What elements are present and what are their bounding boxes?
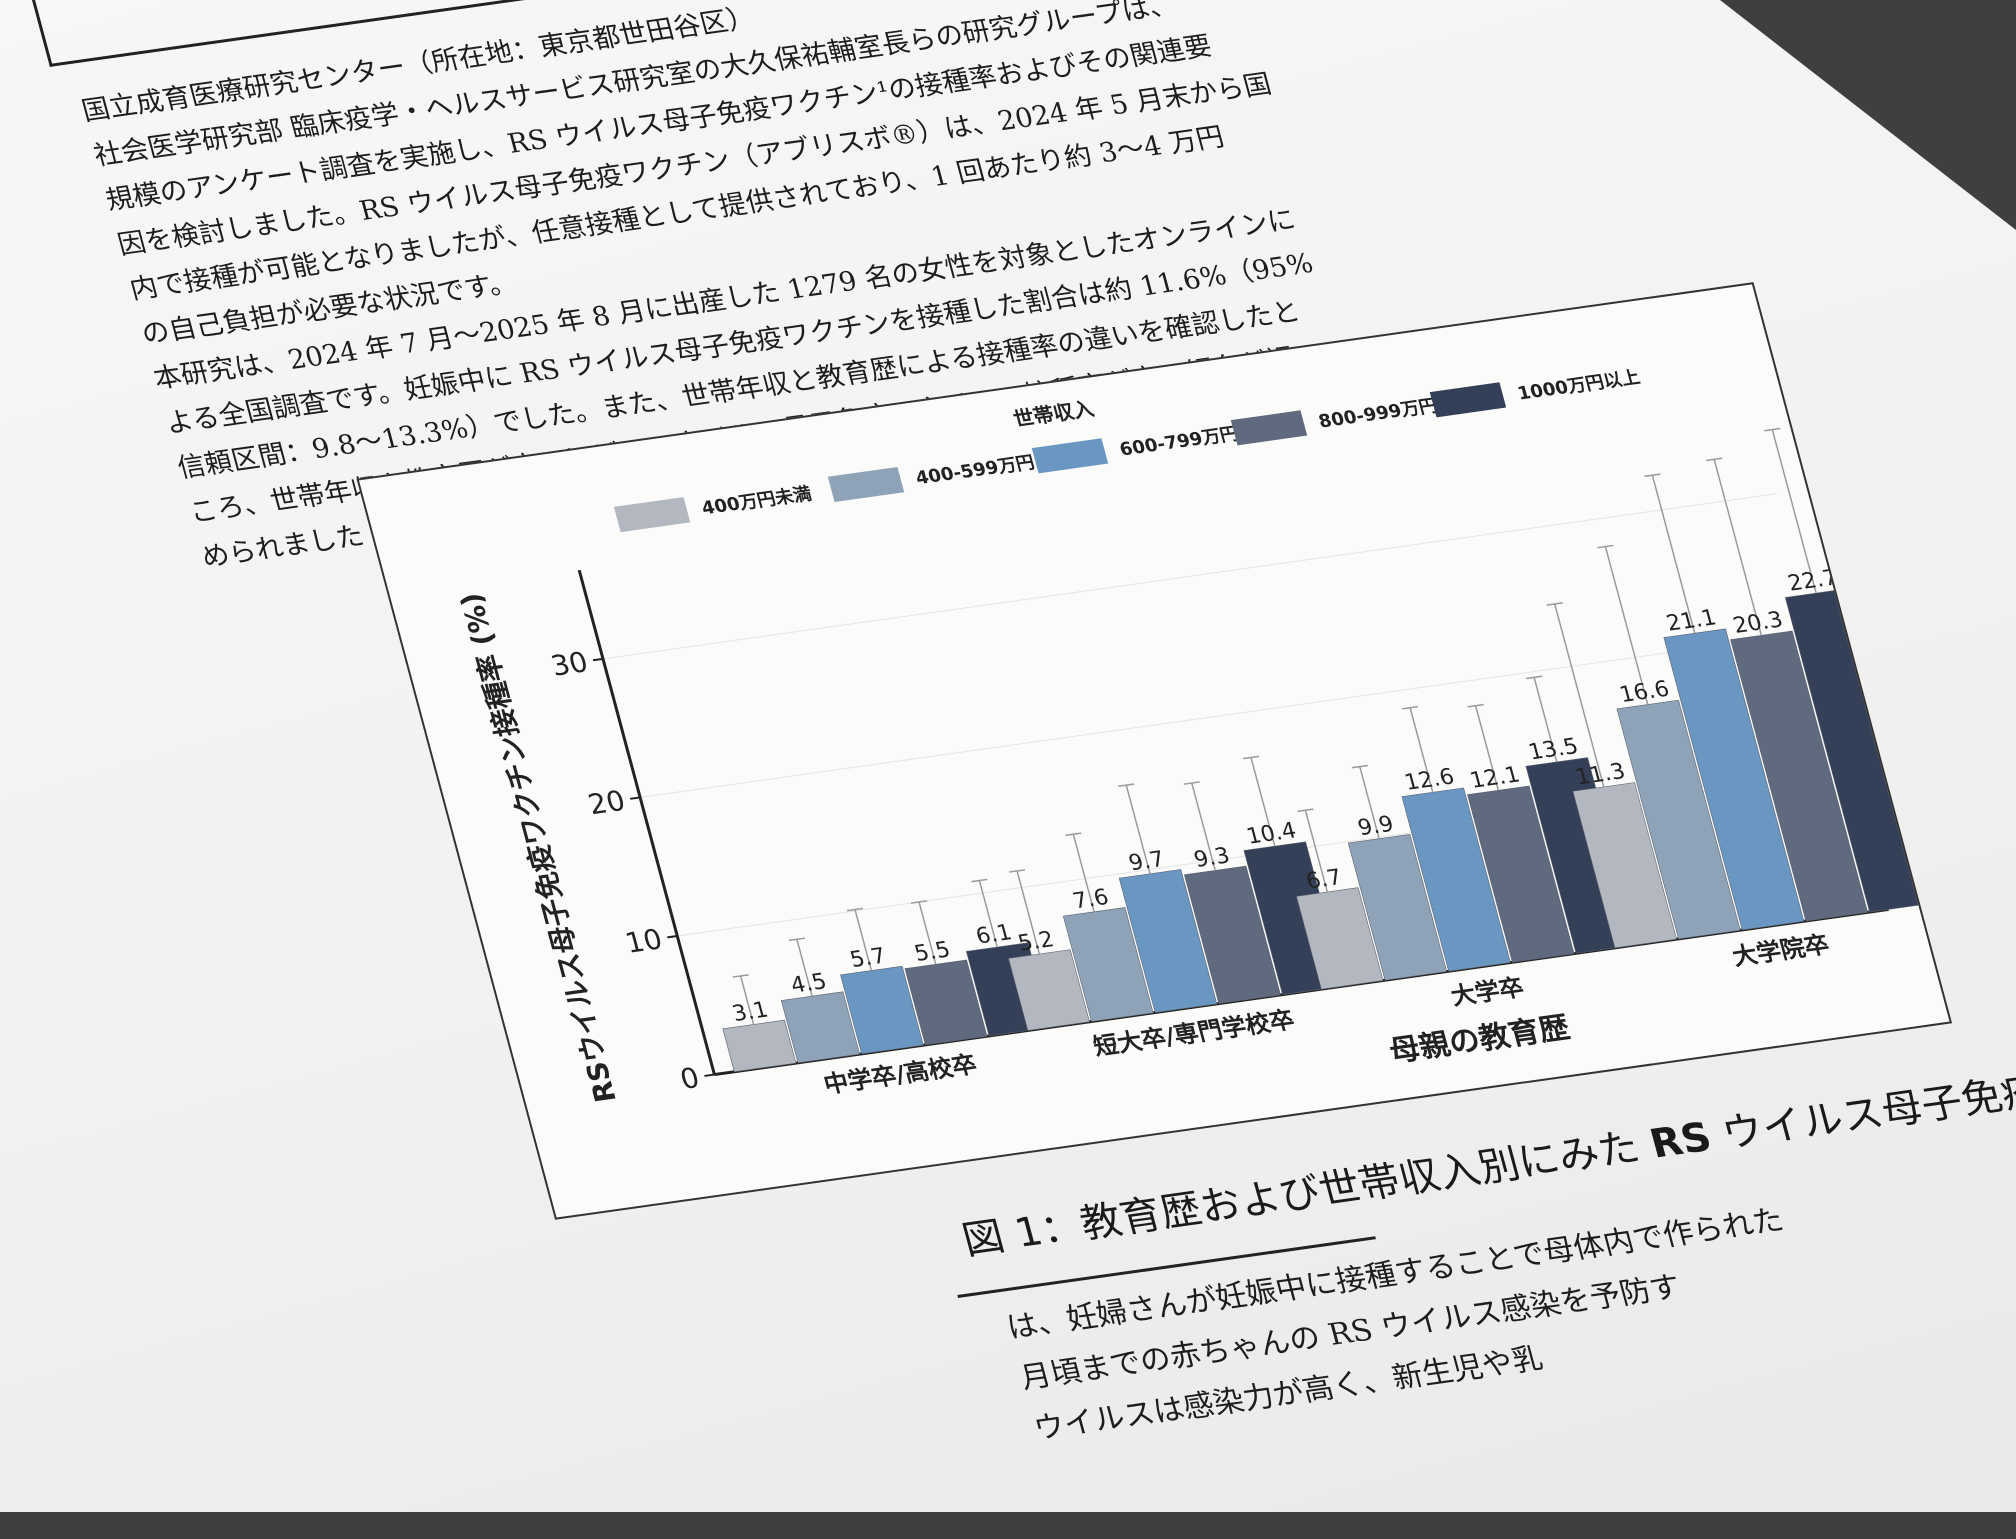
error-bar [1191, 782, 1216, 871]
error-bar [1072, 834, 1095, 912]
data-label: 9.3 [1191, 843, 1233, 873]
error-bar [918, 901, 937, 965]
error-bar-cap [1118, 783, 1135, 787]
error-bar-cap [732, 974, 749, 978]
gridline [639, 631, 1815, 798]
y-tick-mark [704, 1073, 715, 1077]
data-label: 7.6 [1070, 884, 1112, 914]
bar [1663, 628, 1805, 931]
y-tick-label: 30 [547, 646, 591, 683]
legend-label: 800-999万円 [1316, 396, 1439, 433]
error-bar-cap [1351, 764, 1368, 769]
y-tick-mark [667, 935, 678, 939]
error-bar-cap [1597, 544, 1614, 549]
error-bar-cap [1008, 869, 1026, 873]
error-bar [1125, 784, 1151, 874]
legend-swatch [613, 497, 691, 533]
data-label: 9.7 [1126, 846, 1168, 876]
bar [1572, 782, 1677, 949]
data-label: 6.7 [1303, 864, 1345, 894]
legend-title: 世帯収入 [1011, 397, 1097, 431]
error-bar [1533, 677, 1558, 763]
y-axis-title: RSウイルス母子免疫ワクチン接種率 (%) [454, 591, 623, 1105]
error-bar [796, 939, 813, 997]
legend-swatch [1031, 438, 1109, 474]
error-bar [1250, 757, 1276, 847]
data-label: 3.1 [730, 997, 772, 1027]
x-axis-title: 母親の教育歴 [1385, 1009, 1573, 1069]
data-label: 9.9 [1355, 811, 1397, 841]
error-bar-cap [1401, 705, 1419, 710]
legend-label: 1000万円以上 [1515, 367, 1642, 404]
legend-label: 400-599万円 [913, 452, 1036, 489]
bar [1008, 949, 1090, 1031]
error-bar-cap [846, 907, 864, 912]
error-bar [1553, 603, 1605, 788]
data-label: 5.5 [912, 937, 954, 967]
data-label: 5.2 [1015, 926, 1057, 956]
error-bar [978, 880, 998, 948]
gridline [602, 493, 1778, 660]
error-bar-cap [1706, 457, 1723, 462]
error-bar-cap [1183, 781, 1200, 785]
error-bar [739, 975, 755, 1025]
error-bar [1713, 459, 1763, 636]
x-tick-label: 大学院卒 [1729, 930, 1832, 970]
data-label: 5.7 [847, 943, 889, 973]
y-tick-mark [629, 796, 641, 800]
document-page: 国立成育医療研究センター（所在地：東京都世田谷区） 社会医学研究部 臨床疫学・ヘ… [24, 0, 2016, 1497]
error-bar-cap [1065, 832, 1082, 837]
legend-swatch [827, 467, 905, 503]
caption-suffix: ウイルス母子免疫ワクチ [1717, 1051, 2016, 1158]
error-bar [1651, 475, 1696, 634]
bar [1347, 834, 1448, 981]
error-bar-cap [1467, 703, 1484, 708]
bar [1118, 869, 1218, 1013]
data-label: 6.1 [973, 919, 1015, 949]
error-bar [1604, 546, 1649, 705]
bar [722, 1019, 797, 1073]
error-bar-cap [1764, 427, 1781, 432]
error-bar-cap [971, 878, 988, 883]
error-bar-cap [1644, 473, 1661, 478]
error-bar-cap [1297, 808, 1314, 813]
y-tick-mark [592, 657, 604, 662]
legend-label: 400万円未満 [699, 483, 814, 520]
y-axis-line [577, 569, 716, 1075]
error-bar [1359, 766, 1380, 839]
y-tick-label: 0 [677, 1061, 703, 1095]
error-bar [1474, 705, 1500, 791]
y-tick-label: 20 [585, 784, 629, 821]
legend-swatch [1429, 382, 1507, 418]
legend-label: 600-799万円 [1117, 424, 1240, 461]
data-label: 4.5 [788, 969, 830, 999]
error-bar-cap [910, 900, 928, 904]
error-bar-cap [1242, 755, 1260, 760]
error-bar [1304, 810, 1329, 893]
error-bar-cap [1546, 602, 1563, 606]
error-bar [1771, 429, 1817, 594]
error-bar-cap [1525, 675, 1543, 680]
y-tick-label: 10 [622, 923, 666, 960]
error-bar [1409, 707, 1434, 793]
bar [1183, 865, 1281, 1004]
legend-swatch [1230, 410, 1308, 446]
error-bar [1016, 870, 1041, 955]
error-bar-cap [788, 937, 806, 942]
error-bar [854, 909, 873, 971]
x-tick-label: 大学卒 [1448, 973, 1527, 1010]
